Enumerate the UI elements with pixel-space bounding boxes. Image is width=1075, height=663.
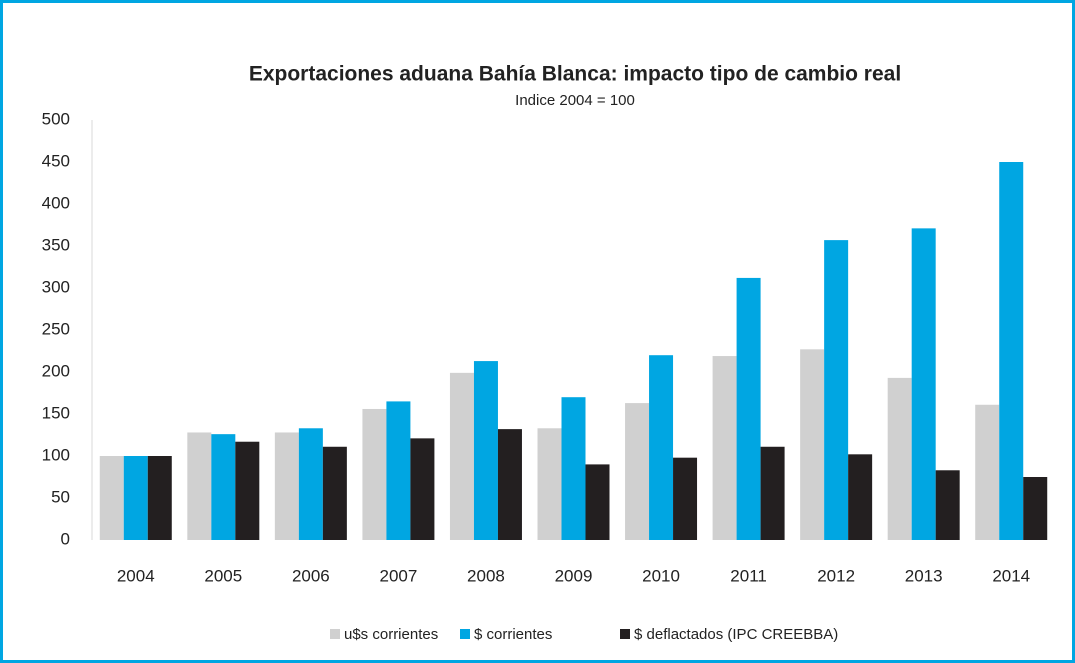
bar xyxy=(999,162,1024,540)
bar xyxy=(362,408,387,540)
x-tick-label: 2006 xyxy=(292,566,330,585)
bar xyxy=(123,456,148,540)
bar xyxy=(911,228,936,541)
x-tick-label: 2007 xyxy=(379,566,417,585)
bar xyxy=(211,434,236,540)
y-tick-label: 150 xyxy=(42,403,70,422)
bar xyxy=(235,441,260,540)
bar xyxy=(410,438,435,540)
x-tick-label: 2008 xyxy=(467,566,505,585)
legend-label: $ deflactados (IPC CREEBBA) xyxy=(634,626,838,643)
bar xyxy=(824,240,849,540)
x-tick-label: 2004 xyxy=(117,566,155,585)
bar xyxy=(473,361,498,540)
bar xyxy=(449,372,474,540)
bar xyxy=(99,456,124,540)
y-tick-label: 0 xyxy=(61,529,70,548)
bar xyxy=(274,432,299,540)
bar xyxy=(760,446,785,540)
bar xyxy=(298,428,323,540)
legend-label: $ corrientes xyxy=(474,626,552,643)
bar xyxy=(649,355,674,540)
bar xyxy=(673,457,698,540)
bar xyxy=(147,456,172,540)
bar xyxy=(736,277,761,540)
y-tick-label: 200 xyxy=(42,361,70,380)
bar xyxy=(712,356,737,540)
chart-title: Exportaciones aduana Bahía Blanca: impac… xyxy=(249,63,901,86)
y-tick-label: 350 xyxy=(42,235,70,254)
y-tick-label: 100 xyxy=(42,445,70,464)
x-tick-label: 2010 xyxy=(642,566,680,585)
bar xyxy=(887,377,912,540)
y-tick-label: 500 xyxy=(42,109,70,128)
bar xyxy=(537,428,562,540)
bar xyxy=(187,432,212,540)
bar xyxy=(1023,477,1048,540)
x-tick-label: 2012 xyxy=(817,566,855,585)
legend-swatch xyxy=(620,629,630,639)
bar xyxy=(497,429,522,540)
bar xyxy=(386,401,411,540)
x-tick-label: 2011 xyxy=(730,566,767,585)
y-tick-label: 450 xyxy=(42,151,70,170)
x-tick-label: 2005 xyxy=(204,566,242,585)
y-tick-label: 250 xyxy=(42,319,70,338)
x-tick-label: 2009 xyxy=(555,566,593,585)
legend-label: u$s corrientes xyxy=(344,626,438,643)
bar xyxy=(585,464,610,540)
bar xyxy=(975,404,1000,540)
chart-subtitle: Indice 2004 = 100 xyxy=(515,92,635,109)
x-tick-label: 2014 xyxy=(992,566,1030,585)
bar xyxy=(935,470,960,540)
bar xyxy=(561,397,586,540)
bar xyxy=(800,349,825,540)
y-tick-label: 300 xyxy=(42,277,70,296)
bar xyxy=(848,454,873,540)
legend-swatch xyxy=(460,629,470,639)
y-tick-label: 400 xyxy=(42,193,70,212)
bar xyxy=(625,403,650,540)
bar xyxy=(322,446,347,540)
legend-swatch xyxy=(330,629,340,639)
x-tick-label: 2013 xyxy=(905,566,943,585)
y-tick-label: 50 xyxy=(51,487,70,506)
